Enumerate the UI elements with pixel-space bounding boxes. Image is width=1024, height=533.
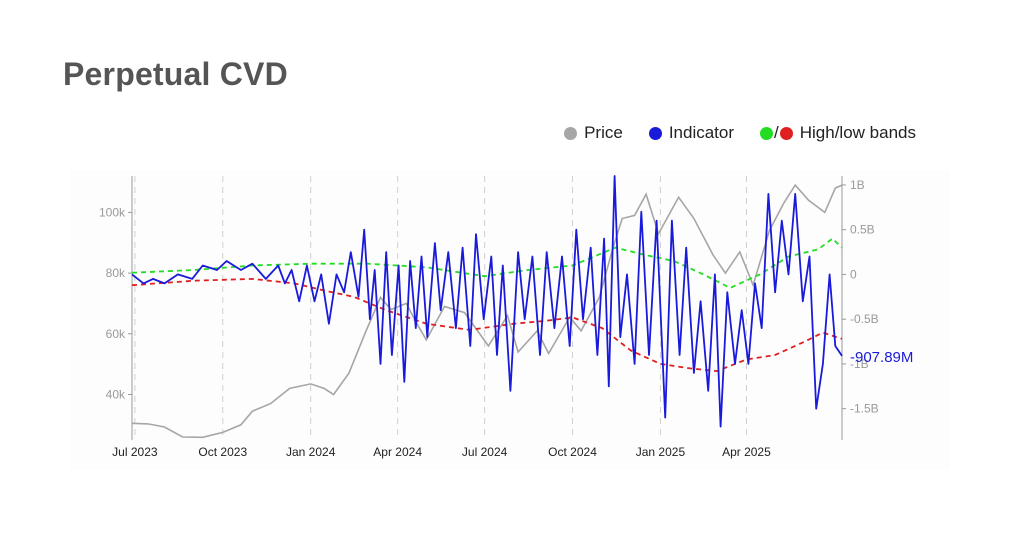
high-band-line xyxy=(131,237,843,289)
legend-label-indicator: Indicator xyxy=(668,123,735,142)
legend-item-price[interactable]: Price xyxy=(564,123,623,143)
x-tick-label: Jul 2024 xyxy=(462,445,508,459)
legend-slash: / xyxy=(774,123,779,142)
low-band-line xyxy=(131,277,843,373)
left-tick-label: 80k xyxy=(106,266,126,280)
indicator-legend-dot xyxy=(648,126,662,140)
right-tick-label: -1B xyxy=(850,357,869,371)
right-tick-label: 0 xyxy=(850,267,857,281)
right-tick-label: 1B xyxy=(850,178,865,192)
left-tick-label: 100k xyxy=(99,205,126,219)
legend-item-bands[interactable]: / High/low bands xyxy=(760,123,916,143)
legend-label-price: Price xyxy=(584,123,623,142)
x-tick-label: Jan 2024 xyxy=(286,445,336,459)
x-tick-label: Jul 2023 xyxy=(112,445,158,459)
legend-item-indicator[interactable]: Indicator xyxy=(648,123,735,143)
legend-label-bands: High/low bands xyxy=(799,123,916,142)
chart-title: Perpetual CVD xyxy=(63,56,288,92)
x-tick-label: Oct 2024 xyxy=(548,445,597,459)
high-band-legend-dot xyxy=(760,126,774,140)
x-tick-label: Oct 2023 xyxy=(198,445,247,459)
right-tick-label: -0.5B xyxy=(850,312,879,326)
price-series-line xyxy=(131,183,843,439)
low-band-legend-dot xyxy=(779,126,793,140)
x-tick-label: Jan 2025 xyxy=(636,445,686,459)
chart-svg[interactable]: Jul 2023 Oct 2023 Jan 2024 Apr 2024 Jul 2024… xyxy=(70,170,950,470)
chart-area[interactable]: Jul 2023 Oct 2023 Jan 2024 Apr 2024 Jul 2024… xyxy=(70,170,950,470)
right-tick-label: -1.5B xyxy=(850,402,879,416)
right-tick-label: 0.5B xyxy=(850,223,875,237)
price-legend-dot xyxy=(564,126,578,140)
legend: Price Indicator / High/low bands xyxy=(538,123,916,143)
left-tick-label: 40k xyxy=(106,387,126,401)
last-value-label: -907.89M xyxy=(850,349,913,366)
x-tick-label: Apr 2025 xyxy=(722,445,771,459)
indicator-series-line xyxy=(131,175,843,428)
x-tick-label: Apr 2024 xyxy=(373,445,422,459)
left-tick-label: 60k xyxy=(106,327,126,341)
